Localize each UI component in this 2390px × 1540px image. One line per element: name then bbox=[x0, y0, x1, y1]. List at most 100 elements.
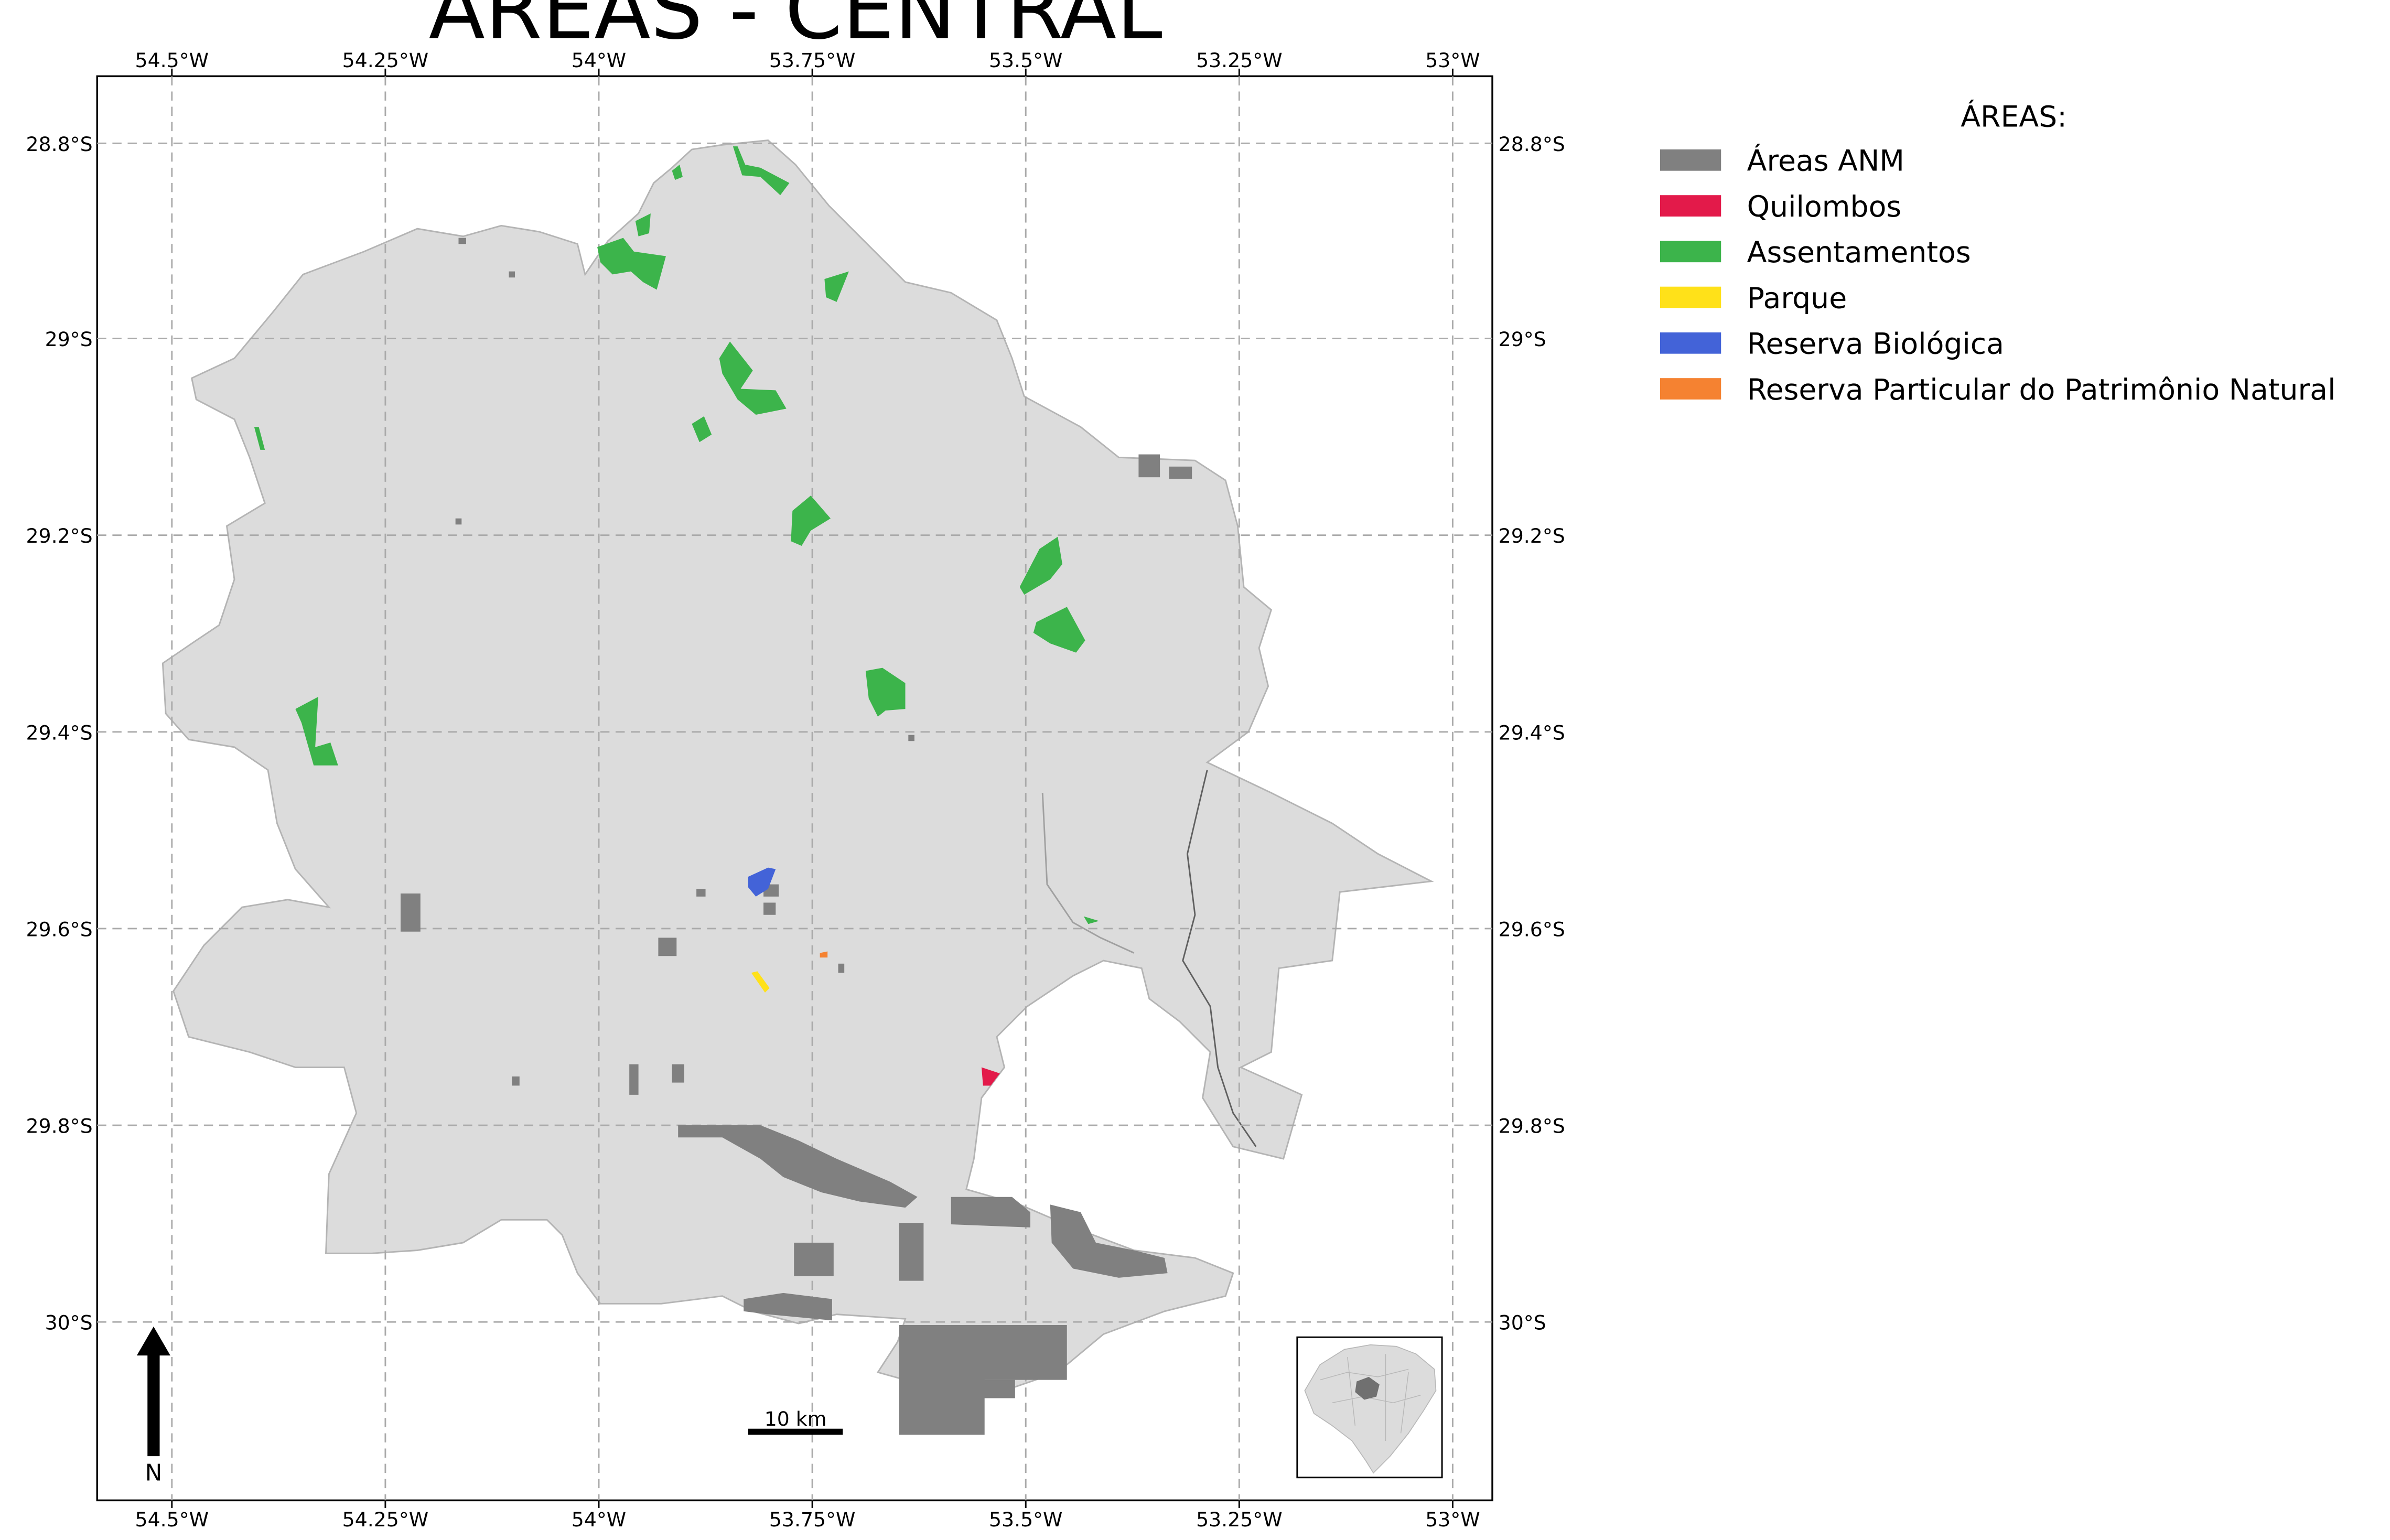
lat-label: 30°S bbox=[1499, 1311, 1546, 1334]
anm-polygon bbox=[678, 1125, 918, 1208]
assentamento-polygon bbox=[1033, 607, 1085, 653]
anm-polygon bbox=[458, 238, 467, 244]
legend-label: Reserva Particular do Patrimônio Natural bbox=[1747, 373, 2336, 407]
lon-label: 53.25°W bbox=[1196, 1508, 1282, 1531]
quilombo-polygon bbox=[981, 1067, 1000, 1086]
lon-label: 53.25°W bbox=[1196, 49, 1282, 72]
anm-polygon bbox=[1050, 1204, 1168, 1278]
inset-internal-lines bbox=[1320, 1354, 1421, 1441]
lon-label: 54.25°W bbox=[342, 1508, 428, 1531]
layer-areas-anm bbox=[400, 238, 1192, 1435]
anm-polygon bbox=[951, 1197, 1030, 1227]
anm-polygon bbox=[744, 1293, 832, 1321]
lon-labels-top: 54.5°W 54.25°W 54°W 53.75°W 53.5°W 53.25… bbox=[135, 49, 1480, 72]
anm-polygon bbox=[512, 1076, 520, 1086]
lat-label: 29.8°S bbox=[26, 1115, 93, 1138]
scale-bar-line bbox=[748, 1428, 843, 1435]
lat-label: 29.8°S bbox=[1499, 1115, 1565, 1138]
anm-polygon bbox=[629, 1064, 639, 1095]
lat-label: 29°S bbox=[45, 328, 93, 351]
assentamento-polygon bbox=[719, 341, 787, 415]
anm-polygon bbox=[763, 902, 776, 915]
internal-boundary bbox=[1041, 793, 1135, 954]
lon-label: 54.5°W bbox=[135, 1508, 209, 1531]
lon-label: 54°W bbox=[572, 49, 626, 72]
scale-bar-label: 10 km bbox=[765, 1407, 827, 1430]
lat-labels-left: 28.8°S 29°S 29.2°S 29.4°S 29.6°S 29.8°S … bbox=[26, 133, 93, 1334]
river-boundary bbox=[1182, 770, 1257, 1147]
anm-polygon bbox=[696, 889, 706, 897]
assentamento-polygon bbox=[824, 271, 849, 302]
assentamento-polygon bbox=[635, 213, 651, 236]
scale-bar: 10 km bbox=[748, 1407, 843, 1435]
assentamento-polygon bbox=[865, 667, 906, 717]
lon-label: 53°W bbox=[1425, 49, 1480, 72]
legend-swatch-reserva-biologica bbox=[1660, 332, 1721, 354]
legend-label: Assentamentos bbox=[1747, 236, 1971, 270]
layer-assentamentos bbox=[254, 146, 1099, 924]
inset-map bbox=[1296, 1336, 1443, 1479]
lon-label: 53°W bbox=[1425, 1508, 1480, 1531]
lon-label: 53.5°W bbox=[989, 1508, 1062, 1531]
axis-ticks bbox=[171, 68, 1454, 1508]
anm-polygon bbox=[981, 1380, 1015, 1398]
rppn-polygon bbox=[820, 951, 828, 958]
assentamento-polygon bbox=[597, 238, 666, 290]
anm-polygon bbox=[908, 735, 914, 741]
assentamento-polygon bbox=[1019, 536, 1063, 595]
lat-label: 28.8°S bbox=[26, 133, 93, 156]
lat-label: 29.4°S bbox=[1499, 721, 1565, 744]
lat-label: 30°S bbox=[45, 1311, 93, 1334]
lon-labels-bottom: 54.5°W 54.25°W 54°W 53.75°W 53.5°W 53.25… bbox=[135, 1508, 1480, 1531]
legend-swatch-assentamentos bbox=[1660, 241, 1721, 263]
legend-swatch-quilombos bbox=[1660, 195, 1721, 217]
lat-label: 29.6°S bbox=[26, 918, 93, 941]
legend-label: Áreas ANM bbox=[1747, 144, 1904, 178]
layer-parque bbox=[751, 971, 770, 993]
reserva-biologica-polygon bbox=[748, 867, 776, 897]
legend-label: Parque bbox=[1747, 282, 1847, 315]
anm-polygon bbox=[899, 1324, 985, 1435]
anm-polygon bbox=[838, 963, 845, 973]
map-title: ÁREAS - CENTRAL bbox=[429, 0, 1162, 58]
assentamento-polygon bbox=[295, 696, 338, 766]
north-label: N bbox=[145, 1460, 163, 1487]
assentamento-polygon bbox=[672, 165, 683, 180]
legend-swatch-rppn bbox=[1660, 378, 1721, 400]
assentamento-polygon bbox=[1083, 916, 1099, 924]
parque-polygon bbox=[751, 971, 770, 993]
lon-label: 53.75°W bbox=[769, 49, 855, 72]
inset-state-shape bbox=[1304, 1344, 1437, 1474]
anm-polygon bbox=[400, 893, 421, 932]
lat-label: 28.8°S bbox=[1499, 133, 1565, 156]
lat-labels-right: 28.8°S 29°S 29.2°S 29.4°S 29.6°S 29.8°S … bbox=[1499, 133, 1565, 1334]
lat-label: 29°S bbox=[1499, 328, 1546, 351]
lat-label: 29.2°S bbox=[1499, 524, 1565, 547]
anm-polygon bbox=[794, 1242, 834, 1276]
north-arrow-icon bbox=[136, 1326, 170, 1457]
legend: ÁREAS: Áreas ANM Quilombos Assentamentos… bbox=[1660, 100, 2336, 407]
assentamento-polygon bbox=[791, 496, 831, 546]
anm-polygon bbox=[1138, 454, 1160, 478]
anm-polygon bbox=[672, 1064, 684, 1083]
lat-label: 29.6°S bbox=[1499, 918, 1565, 941]
legend-label: Reserva Biológica bbox=[1747, 328, 2004, 361]
assentamento-polygon bbox=[733, 146, 790, 196]
legend-title: ÁREAS: bbox=[1961, 100, 2067, 134]
anm-polygon bbox=[455, 518, 462, 525]
legend-label: Quilombos bbox=[1747, 190, 1902, 224]
layer-rppn bbox=[820, 951, 828, 958]
assentamento-polygon bbox=[692, 416, 712, 443]
legend-swatch-areas-anm bbox=[1660, 149, 1721, 171]
north-arrow: N bbox=[136, 1326, 170, 1487]
lon-label: 54.25°W bbox=[342, 49, 428, 72]
lon-label: 54°W bbox=[572, 1508, 626, 1531]
lon-label: 53.75°W bbox=[769, 1508, 855, 1531]
lon-label: 53.5°W bbox=[989, 49, 1062, 72]
lat-label: 29.4°S bbox=[26, 721, 93, 744]
anm-polygon bbox=[981, 1324, 1067, 1380]
layer-quilombos bbox=[981, 1067, 1000, 1086]
lat-label: 29.2°S bbox=[26, 524, 93, 547]
inset-central-highlight bbox=[1355, 1376, 1380, 1400]
